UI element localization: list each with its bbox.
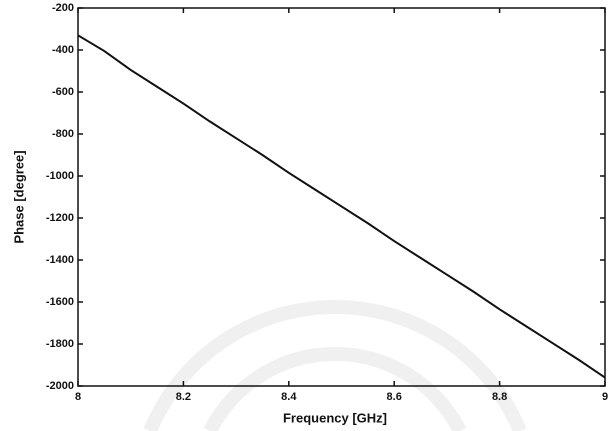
x-tick-label: 8.8	[492, 391, 507, 403]
y-tick-label: -2000	[46, 380, 74, 392]
x-tick-label: 8	[75, 391, 81, 403]
x-tick-label: 8.6	[387, 391, 402, 403]
y-tick-label: -400	[52, 44, 74, 56]
data-line	[77, 34, 606, 379]
y-tick-label: -1400	[46, 254, 74, 266]
watermark-arc	[143, 300, 527, 431]
y-tick-label: -1600	[46, 296, 74, 308]
y-tick-label: -1200	[46, 212, 74, 224]
x-axis-label: Frequency [GHz]	[283, 410, 387, 425]
y-tick-label: -1800	[46, 338, 74, 350]
y-tick-label: -800	[52, 128, 74, 140]
y-tick-label: -200	[52, 2, 74, 14]
y-tick-label: -1000	[46, 170, 74, 182]
x-tick-label: 8.4	[281, 391, 297, 403]
watermark-arc	[203, 347, 467, 431]
watermark	[143, 300, 527, 431]
x-tick-label: 8.2	[176, 391, 191, 403]
x-tick-label: 9	[602, 391, 608, 403]
plot-frame	[77, 7, 606, 387]
y-tick-label: -600	[52, 86, 74, 98]
y-axis-label: Phase [degree]	[11, 150, 26, 243]
